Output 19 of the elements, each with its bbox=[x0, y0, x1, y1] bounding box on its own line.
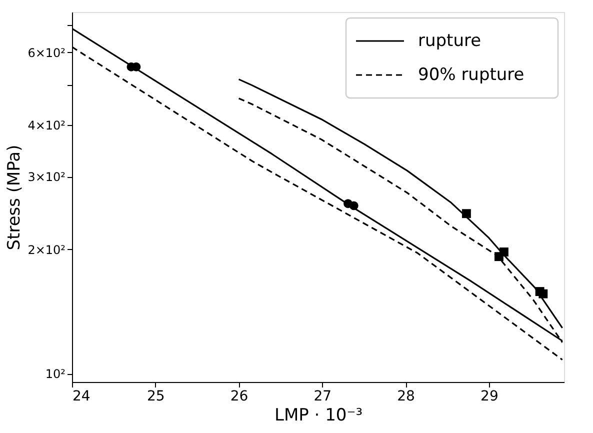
point bbox=[538, 289, 548, 298]
y-tick-label: 6×10² bbox=[28, 46, 66, 60]
x-tick-label: 26 bbox=[230, 388, 248, 404]
y-axis-title: Stress (MPa) bbox=[4, 144, 25, 250]
y-tick-label: 10² bbox=[45, 367, 66, 382]
legend-label: 90% rupture bbox=[418, 65, 524, 85]
x-tick-label: 27 bbox=[314, 388, 332, 404]
y-tick-label: 2×10² bbox=[28, 242, 66, 257]
x-axis-title: LMP · 10⁻³ bbox=[274, 406, 363, 426]
x-tick-label: 28 bbox=[397, 388, 415, 404]
y-tick-label: 4×10² bbox=[28, 118, 66, 132]
point bbox=[462, 209, 471, 218]
y-tick-label: 3×10² bbox=[28, 170, 66, 184]
point bbox=[349, 201, 358, 210]
x-tick-label: 25 bbox=[146, 388, 165, 404]
point bbox=[494, 252, 504, 262]
x-tick-label: 29 bbox=[480, 388, 498, 404]
legend-label: rupture bbox=[418, 31, 482, 51]
x-tick-label: 24 bbox=[72, 388, 90, 404]
